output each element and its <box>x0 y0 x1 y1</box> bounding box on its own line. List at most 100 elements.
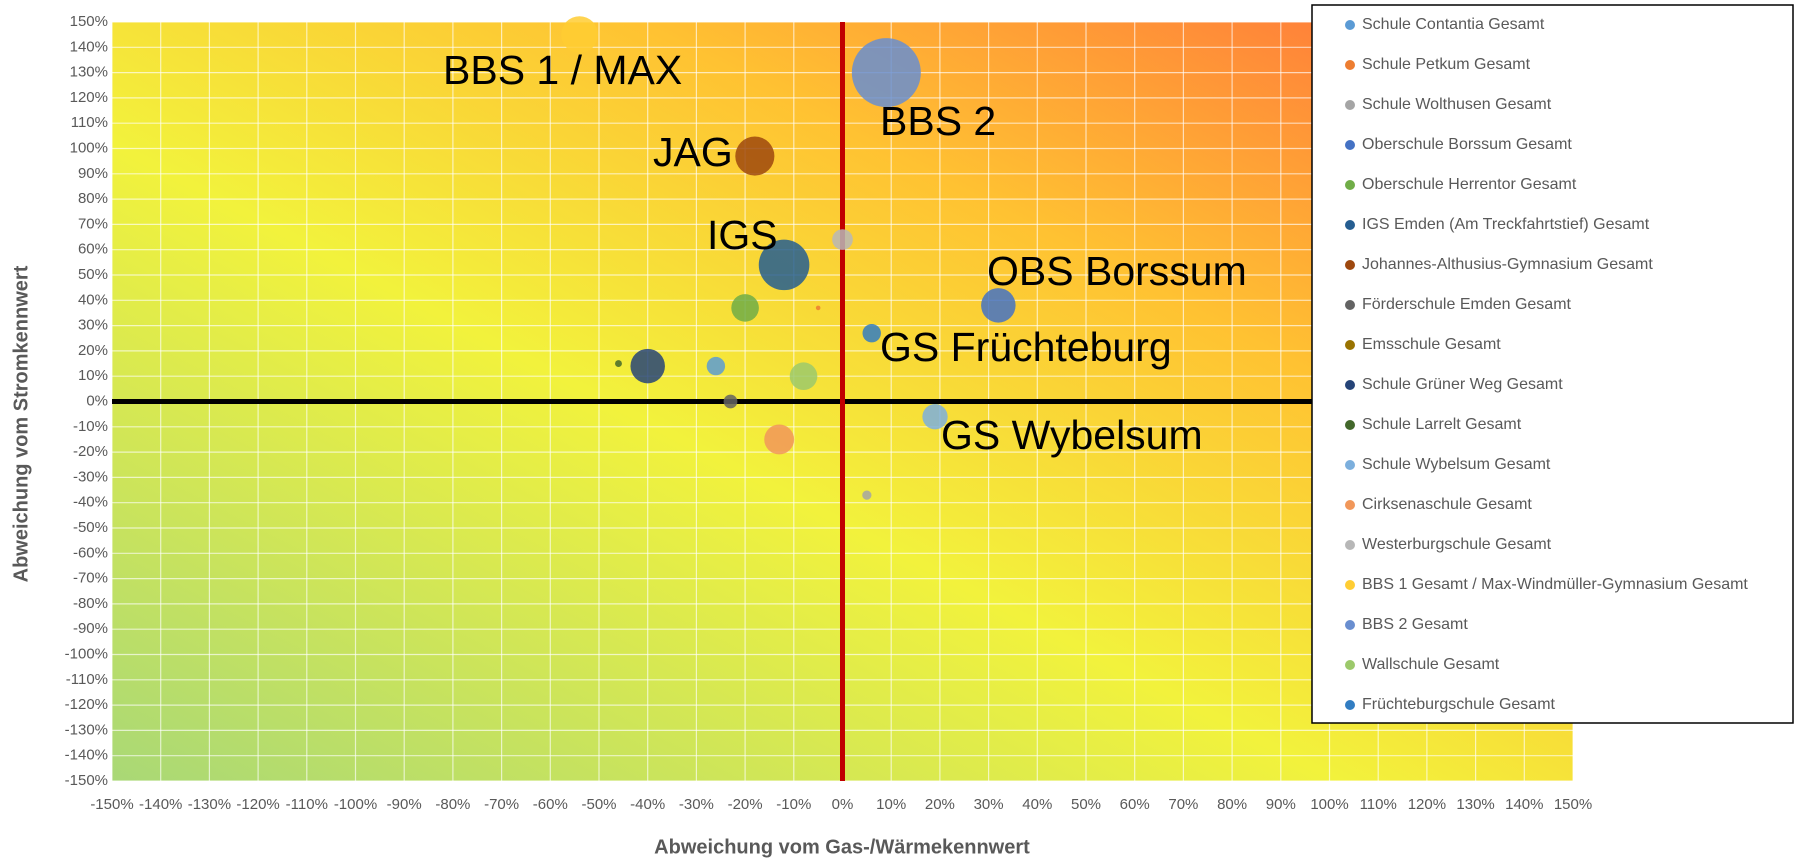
bubble <box>981 288 1016 323</box>
legend-label: Schule Grüner Weg Gesamt <box>1362 376 1563 393</box>
legend-marker <box>1345 60 1355 70</box>
x-tick-label: -120% <box>236 796 279 813</box>
x-tick-label: 0% <box>832 796 854 813</box>
x-tick-label: 40% <box>1022 796 1052 813</box>
x-tick-label: 70% <box>1168 796 1198 813</box>
x-tick-label: -30% <box>679 796 714 813</box>
x-tick-label: 120% <box>1408 796 1446 813</box>
legend-marker <box>1345 20 1355 30</box>
y-tick-label: 110% <box>71 114 108 131</box>
legend-label: Früchteburgschule Gesamt <box>1362 696 1556 713</box>
y-tick-label: -90% <box>73 620 108 637</box>
legend-label: Westerburgschule Gesamt <box>1362 536 1552 553</box>
legend-marker <box>1345 580 1355 590</box>
legend-marker <box>1345 620 1355 630</box>
bubble <box>706 356 726 376</box>
x-tick-label: 10% <box>876 796 906 813</box>
bubble <box>561 16 598 54</box>
y-tick-label: 130% <box>70 64 108 81</box>
bubble <box>922 404 948 430</box>
legend-marker <box>1345 660 1355 670</box>
bubble <box>832 229 853 250</box>
legend-label: Schule Larrelt Gesamt <box>1362 416 1522 433</box>
y-tick-label: 90% <box>78 165 108 182</box>
legend-marker <box>1345 180 1355 190</box>
annotation: BBS 1 / MAX <box>443 47 682 93</box>
bubble <box>815 305 821 311</box>
x-tick-label: -60% <box>533 796 568 813</box>
legend-label: BBS 2 Gesamt <box>1362 616 1468 633</box>
y-tick-label: -150% <box>65 772 108 789</box>
bubble <box>615 360 622 367</box>
legend-label: Johannes-Althusius-Gymnasium Gesamt <box>1362 256 1653 273</box>
x-tick-label: -20% <box>728 796 763 813</box>
x-tick-label: 110% <box>1360 796 1397 813</box>
x-tick-label: -100% <box>334 796 377 813</box>
bubble <box>789 362 818 391</box>
y-tick-label: 150% <box>70 13 108 30</box>
y-tick-label: -50% <box>73 519 108 536</box>
legend-label: Schule Contantia Gesamt <box>1362 16 1545 33</box>
x-tick-label: 130% <box>1456 796 1494 813</box>
x-tick-label: -70% <box>484 796 519 813</box>
y-tick-label: -130% <box>65 721 108 738</box>
legend-label: Emsschule Gesamt <box>1362 336 1501 353</box>
legend-marker <box>1345 460 1355 470</box>
x-tick-label: -140% <box>139 796 182 813</box>
x-tick-label: -40% <box>630 796 665 813</box>
bubble <box>764 424 795 455</box>
annotation: OBS Borssum <box>987 248 1247 294</box>
legend-marker <box>1345 140 1355 150</box>
bubble <box>723 394 738 409</box>
x-tick-label: -90% <box>387 796 422 813</box>
x-tick-label: -50% <box>581 796 616 813</box>
bubble <box>630 348 665 384</box>
y-tick-label: -110% <box>66 671 108 688</box>
bubble <box>731 294 759 322</box>
x-tick-label: -150% <box>90 796 133 813</box>
y-tick-label: 50% <box>78 266 108 283</box>
bubble <box>862 323 881 343</box>
y-tick-label: -60% <box>73 544 108 561</box>
y-tick-label: 120% <box>70 89 108 106</box>
annotation: GS Früchteburg <box>880 324 1172 370</box>
x-tick-label: -130% <box>188 796 231 813</box>
y-tick-label: -140% <box>65 747 108 764</box>
legend-label: BBS 1 Gesamt / Max-Windmüller-Gymnasium … <box>1362 576 1748 593</box>
legend-marker <box>1345 100 1355 110</box>
legend-marker <box>1345 300 1355 310</box>
y-tick-label: 100% <box>70 139 108 156</box>
legend-label: IGS Emden (Am Treckfahrtstief) Gesamt <box>1362 216 1650 233</box>
legend-label: Schule Wolthusen Gesamt <box>1362 96 1552 113</box>
x-axis-title: Abweichung vom Gas-/Wärmekennwert <box>654 836 1030 858</box>
annotation: IGS <box>707 212 778 258</box>
x-tick-label: 100% <box>1310 796 1348 813</box>
x-tick-label: 90% <box>1266 796 1296 813</box>
y-tick-label: 0% <box>86 392 108 409</box>
legend-label: Schule Wybelsum Gesamt <box>1362 456 1551 473</box>
legend-label: Cirksenaschule Gesamt <box>1362 496 1532 513</box>
bubble <box>758 239 810 291</box>
y-tick-label: 70% <box>78 215 108 232</box>
legend-label: Oberschule Herrentor Gesamt <box>1362 176 1577 193</box>
x-tick-label: 80% <box>1217 796 1247 813</box>
x-tick-label: 60% <box>1120 796 1150 813</box>
y-tick-label: 40% <box>78 291 108 308</box>
annotation: GS Wybelsum <box>941 412 1203 458</box>
annotation: BBS 2 <box>880 98 996 144</box>
annotation: JAG <box>653 129 733 175</box>
x-tick-label: 20% <box>925 796 955 813</box>
y-tick-label: 140% <box>70 38 108 55</box>
x-tick-label: 140% <box>1505 796 1543 813</box>
x-tick-label: -10% <box>776 796 811 813</box>
y-tick-label: -80% <box>73 595 108 612</box>
x-tick-label: 30% <box>974 796 1004 813</box>
y-tick-label: -30% <box>73 468 108 485</box>
y-tick-label: 60% <box>78 241 108 258</box>
y-tick-label: -10% <box>73 418 108 435</box>
y-tick-label: 30% <box>78 317 108 334</box>
legend-label: Förderschule Emden Gesamt <box>1362 296 1572 313</box>
y-tick-label: -100% <box>65 645 108 662</box>
x-tick-label: 50% <box>1071 796 1101 813</box>
